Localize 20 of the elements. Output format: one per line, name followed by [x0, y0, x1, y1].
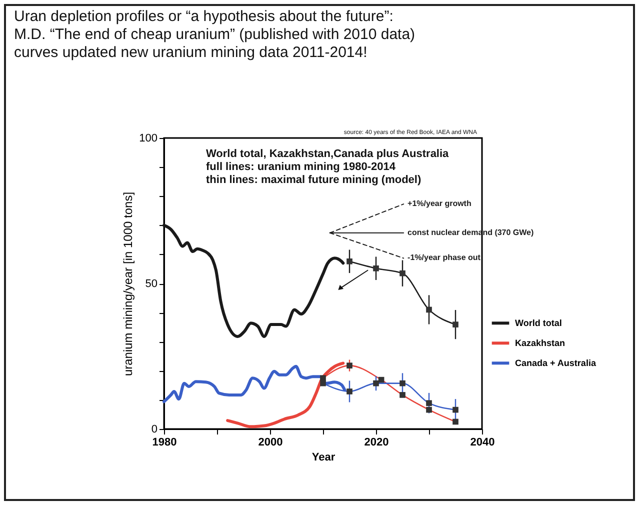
y-tick-label: 0: [151, 424, 158, 436]
y-tick-label: 50: [145, 278, 158, 290]
legend-label: Canada + Australia: [515, 358, 597, 368]
y-tick-label: 100: [139, 132, 158, 144]
x-tick-label: 2000: [258, 436, 283, 448]
annotation: World total, Kazakhstan,Canada plus Australia: [206, 148, 450, 160]
series-label: +1%/year growth: [408, 199, 472, 208]
text: curves updated new uranium mining data 2011-2014!: [14, 44, 368, 62]
x-tick-label: 1980: [152, 436, 177, 448]
chart-title: Uran depletion profiles or “a hypothesis about the future”:: [14, 8, 394, 26]
y-axis-title: uranium mining/year [in 1000 tons]: [121, 192, 136, 376]
legend-label: Kazakhstan: [515, 338, 566, 348]
annotation: thin lines: maximal future mining (model): [206, 174, 422, 186]
legend-label: World total: [515, 318, 562, 328]
x-tick-label: 2020: [364, 436, 389, 448]
annotation: full lines: uranium mining 1980-2014: [206, 161, 396, 173]
x-axis-title: Year: [312, 452, 336, 464]
x-tick-label: 2040: [470, 436, 495, 448]
chart-subtitle: M.D. “The end of cheap uranium” (published with 2010 data): [14, 26, 416, 44]
series-label: -1%/year phase out: [408, 253, 481, 262]
